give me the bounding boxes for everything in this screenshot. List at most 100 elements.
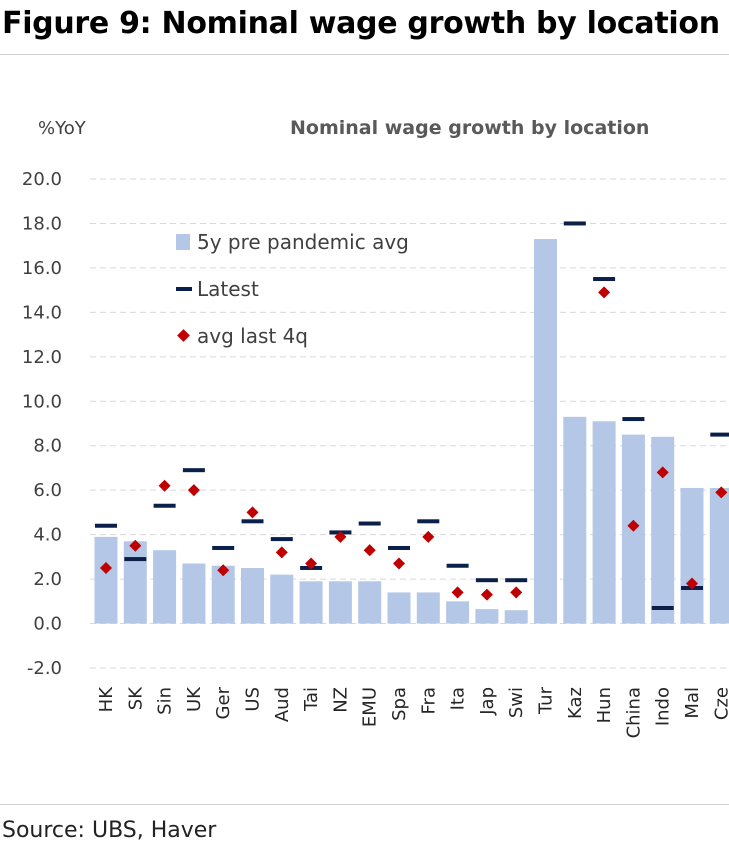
y-tick-label: 2.0 [33, 569, 62, 590]
legend-label-latest: Latest [197, 277, 259, 301]
y-tick-label: 8.0 [33, 436, 62, 457]
bar-nz [328, 581, 352, 624]
x-label-aud: Aud [272, 687, 293, 722]
x-label-tur: Tur [536, 686, 557, 715]
y-tick-label: -2.0 [27, 658, 62, 679]
legend-swatch-avg [177, 329, 190, 342]
x-label-us: US [243, 687, 264, 712]
bar-hk [94, 536, 118, 624]
x-label-cze: Cze [711, 687, 729, 720]
avg-marker-emu [363, 544, 376, 557]
x-label-ita: Ita [448, 687, 469, 710]
legend: 5y pre pandemic avg Latest avg last 4q [176, 230, 409, 348]
x-label-nz: NZ [330, 687, 351, 713]
avg-marker-ger [217, 564, 230, 577]
latest-marker-jap [475, 578, 498, 583]
avg-marker-cze [715, 486, 728, 499]
avg-marker-sk [129, 539, 142, 552]
bar-emu [358, 581, 382, 624]
bar-spa [387, 592, 411, 624]
x-label-emu: EMU [360, 687, 381, 727]
latest-marker-indo [651, 605, 674, 610]
legend-swatch-bar [176, 234, 190, 250]
y-tick-label: 18.0 [22, 213, 62, 234]
avg-marker-hun [598, 286, 611, 299]
y-tick-label: 6.0 [33, 480, 62, 501]
latest-marker-us [241, 519, 264, 524]
x-label-tai: Tai [301, 687, 322, 712]
y-axis-unit-label: %YoY [38, 118, 87, 139]
y-axis-ticks: 20.0 18.0 16.0 14.0 12.0 10.0 8.0 6.0 4.0 2.0 0.0 -… [22, 169, 62, 679]
x-label-sk: SK [125, 686, 146, 710]
x-label-hun: Hun [594, 687, 615, 723]
bar-us [241, 567, 264, 624]
latest-marker-sk [124, 557, 147, 562]
x-label-swi: Swi [506, 687, 527, 718]
avg-marker-aud [275, 546, 288, 559]
top-divider [0, 54, 729, 55]
latest-marker-spa [388, 545, 410, 550]
y-tick-label: 14.0 [22, 302, 62, 323]
avg-marker-swi [510, 586, 523, 599]
x-label-hk: HK [96, 686, 117, 713]
latest-marker-fra [417, 519, 440, 524]
latest-marker-hk [95, 523, 117, 528]
y-tick-label: 0.0 [33, 614, 62, 635]
legend-swatch-latest [176, 287, 192, 291]
bar-aud [270, 574, 294, 624]
latest-marker-sin [153, 503, 176, 508]
source-note: Source: UBS, Haver [2, 818, 217, 843]
avg-marker-ita [451, 586, 464, 599]
avg-marker-us [246, 506, 259, 519]
latest-marker-cze [710, 432, 729, 437]
bar-cze [709, 487, 729, 624]
latest-marker-emu [358, 521, 381, 526]
bar-tai [299, 581, 323, 624]
bar-swi [504, 610, 528, 624]
x-label-sin: Sin [155, 687, 176, 715]
avg-marker-indo [656, 466, 669, 479]
latest-marker-ita [446, 563, 469, 568]
avg-marker-mal [685, 577, 699, 590]
bar-uk [182, 563, 206, 624]
bar-ita [446, 601, 470, 624]
x-label-kaz: Kaz [565, 687, 586, 719]
bar-mal [680, 487, 704, 624]
x-label-china: China [623, 687, 644, 738]
latest-marker-china [622, 417, 645, 422]
x-label-mal: Mal [682, 687, 703, 719]
x-axis-labels: HK SK Sin UK Ger US Aud Tai NZ EMU Spa Fra Ita Jap Swi… [96, 686, 729, 739]
avg-marker-uk [187, 484, 200, 497]
x-label-indo: Indo [653, 687, 674, 726]
bar-sk [123, 541, 147, 624]
bar-sin [153, 550, 177, 624]
latest-marker-uk [182, 468, 205, 473]
figure-title: Figure 9: Nominal wage growth by locatio… [2, 6, 720, 41]
y-tick-label: 4.0 [33, 525, 62, 546]
latest-marker-ger [212, 545, 235, 550]
bar-hun [592, 421, 616, 624]
latest-marker-kaz [563, 221, 586, 226]
x-label-uk: UK [184, 686, 205, 712]
latest-marker-hun [593, 277, 616, 282]
bar-tur [534, 239, 557, 624]
latest-marker-aud [270, 537, 293, 542]
avg-marker-spa [392, 557, 406, 570]
chart-title: Nominal wage growth by location [290, 117, 649, 139]
y-tick-label: 10.0 [22, 391, 62, 412]
bar-indo [651, 436, 675, 624]
y-tick-label: 16.0 [22, 258, 62, 279]
avg-marker-fra [422, 530, 435, 543]
y-tick-label: 20.0 [22, 169, 62, 190]
bar-kaz [563, 416, 587, 624]
latest-marker-swi [505, 578, 528, 583]
wage-growth-chart: 20.0 18.0 16.0 14.0 12.0 10.0 8.0 6.0 4.0 2.0 0.0 -… [22, 117, 729, 739]
legend-label-avg: avg last 4q [197, 324, 308, 348]
legend-label-5y: 5y pre pandemic avg [197, 230, 409, 254]
x-label-spa: Spa [389, 687, 410, 721]
bar-ger [211, 565, 235, 624]
bars-series [94, 239, 729, 624]
x-label-ger: Ger [213, 686, 234, 719]
x-label-jap: Jap [477, 687, 498, 716]
bar-jap [475, 609, 499, 624]
